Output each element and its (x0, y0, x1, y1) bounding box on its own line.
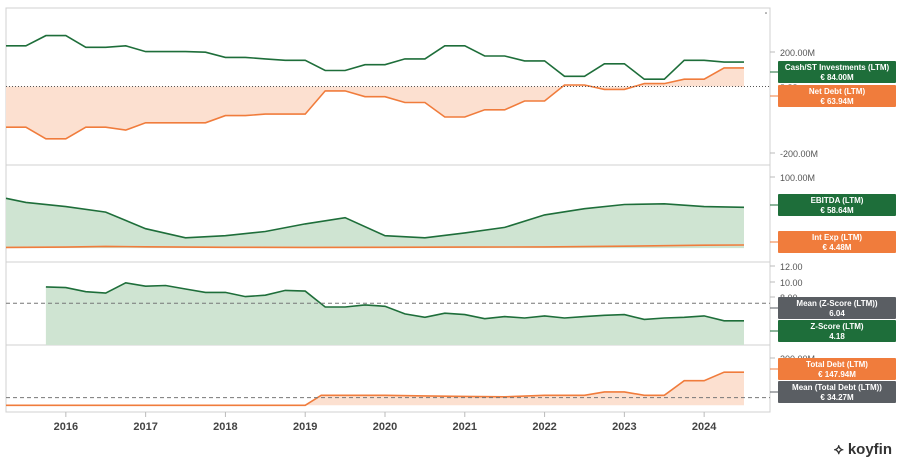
value-label-box (778, 61, 896, 83)
x-tick-label-2018: 2018 (213, 421, 237, 433)
series-ebitda-intexp-0-area (6, 198, 744, 249)
value-label-box (778, 358, 896, 380)
y-tick-label: -200.00M (780, 149, 818, 159)
value-label-name: Z-Score (LTM) (810, 322, 864, 331)
x-tick-label-2020: 2020 (373, 421, 397, 433)
value-label-name: Net Debt (LTM) (809, 87, 866, 96)
series-cash-netdebt-1-line (6, 67, 744, 140)
value-label-name: Int Exp (LTM) (812, 233, 862, 242)
value-label-box (778, 231, 896, 253)
x-tick-label-2021: 2021 (453, 421, 477, 433)
series-totaldebt-0-line (6, 371, 744, 407)
value-label-value: € 4.48M (823, 243, 852, 252)
panel-totaldebt: 200.00M (6, 354, 815, 407)
value-label-value: € 34.27M (820, 393, 854, 402)
panel-ebitda-intexp: 100.00M (5, 173, 815, 249)
value-label-name: Mean (Total Debt (LTM)) (792, 383, 882, 392)
x-tick-label-2023: 2023 (612, 421, 636, 433)
y-tick-label: 100.00M (780, 173, 815, 183)
value-label-zscore-0: Z-Score (LTM)4.18 (770, 320, 896, 342)
series-ebitda-intexp-1-line (5, 244, 745, 249)
value-label-box (778, 381, 896, 403)
value-label-box (778, 85, 896, 107)
value-label-name: Mean (Z-Score (LTM)) (796, 299, 878, 308)
x-tick-label-2017: 2017 (133, 421, 157, 433)
corner-dot (765, 12, 767, 14)
value-label-value: € 58.64M (820, 206, 854, 215)
brand-name: koyfin (847, 441, 892, 458)
value-label-value: € 84.00M (820, 73, 854, 82)
value-label-name: Total Debt (LTM) (806, 360, 868, 369)
koyfin-logo: ⟡ koyfin (834, 441, 892, 458)
panel-cash-netdebt: 200.00M-200.00M0.00 (6, 34, 818, 159)
value-label-totaldebt-0: Total Debt (LTM)€ 147.94M (770, 358, 896, 380)
value-label-totaldebt-1: Mean (Total Debt (LTM))€ 34.27M (770, 381, 896, 403)
value-label-value: 6.04 (829, 309, 845, 318)
value-label-box (778, 297, 896, 319)
series-totaldebt-0-area (6, 372, 744, 406)
x-tick-label-2024: 2024 (692, 421, 717, 433)
value-label-value: 4.18 (829, 332, 845, 341)
y-tick-label: 200.00M (780, 48, 815, 58)
x-tick-label-2016: 2016 (54, 421, 78, 433)
value-label-zscore-1: Mean (Z-Score (LTM))6.04 (770, 297, 896, 319)
value-label-name: EBITDA (LTM) (811, 196, 864, 205)
koyfin-logo-icon: ⟡ (833, 441, 844, 458)
value-label-box (778, 194, 896, 216)
series-zscore-0-line (45, 281, 744, 322)
value-label-name: Cash/ST Investments (LTM) (785, 63, 890, 72)
series-cash-netdebt-1-area (6, 67, 744, 139)
y-tick-label: 12.00 (780, 262, 803, 272)
series-zscore-0-area (45, 282, 744, 345)
series-cash-netdebt-0-line (6, 34, 744, 80)
value-label-value: € 147.94M (818, 370, 856, 379)
series-ebitda-intexp-0-line (5, 197, 745, 239)
value-label-value: € 63.94M (820, 97, 854, 106)
value-label-ebitda-intexp-1: Int Exp (LTM)€ 4.48M (770, 231, 896, 253)
x-tick-label-2019: 2019 (293, 421, 317, 433)
value-label-cash-netdebt-0: Cash/ST Investments (LTM)€ 84.00M (770, 61, 896, 83)
value-label-cash-netdebt-1: Net Debt (LTM)€ 63.94M (770, 85, 896, 107)
value-label-box (778, 320, 896, 342)
value-label-ebitda-intexp-0: EBITDA (LTM)€ 58.64M (770, 194, 896, 216)
y-tick-label: 10.00 (780, 278, 803, 288)
x-tick-label-2022: 2022 (532, 421, 556, 433)
